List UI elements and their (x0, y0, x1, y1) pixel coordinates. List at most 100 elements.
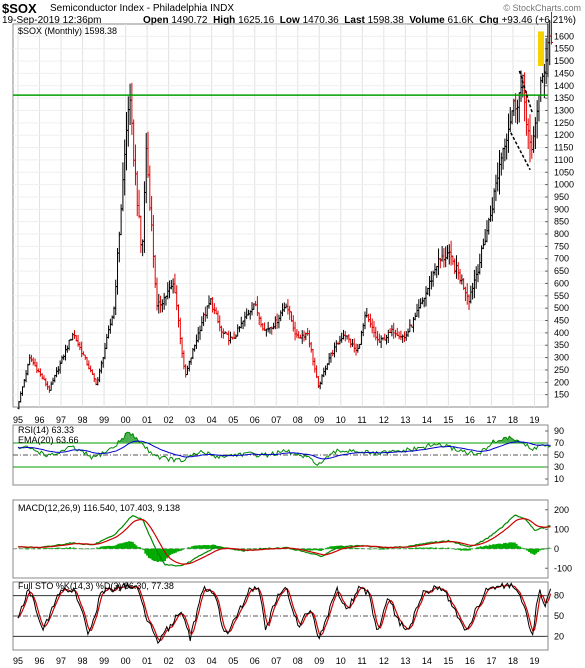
sto-x-tick-label: 01 (142, 656, 152, 666)
price-y-tick-label: 1250 (554, 118, 574, 128)
sto-x-tick-label: 11 (357, 656, 366, 666)
sto-x-tick-label: 99 (99, 656, 109, 666)
price-y-tick-label: 750 (554, 241, 569, 251)
sto-x-tick-label: 05 (228, 656, 238, 666)
price-y-tick-label: 1550 (554, 44, 574, 54)
sto-x-tick-label: 03 (185, 656, 195, 666)
sto-y-tick-label: 80 (554, 591, 564, 601)
sto-x-tick-label: 16 (465, 656, 475, 666)
index-name: Semiconductor Index - Philadelphia INDX (50, 3, 234, 14)
rsi-line (17, 431, 551, 466)
sto-x-tick-label: 18 (508, 656, 518, 666)
quote-bar: Open 1490.72 High 1625.16 Low 1470.36 La… (143, 15, 576, 26)
macd-y-tick-label: 0 (554, 544, 559, 554)
price-y-tick-label: 1350 (554, 93, 574, 103)
price-y-tick-label: 1450 (554, 68, 574, 78)
volume-value: 61.6K (447, 15, 474, 26)
rsi-y-tick-label: 30 (554, 462, 564, 472)
price-x-tick-label: 14 (422, 415, 432, 425)
price-y-tick-label: 1150 (554, 143, 573, 153)
macd-y-tick-label: 200 (554, 505, 569, 515)
sto-x-tick-label: 09 (314, 656, 324, 666)
price-y-tick-label: 300 (554, 353, 569, 363)
chg-label: Chg (479, 15, 499, 26)
price-x-tick-label: 15 (443, 415, 453, 425)
price-y-tick-label: 200 (554, 377, 569, 387)
price-x-tick-label: 13 (400, 415, 410, 425)
price-x-tick-label: 18 (508, 415, 518, 425)
macd-y-tick-label: 100 (554, 524, 569, 534)
price-y-tick-label: 900 (554, 204, 569, 214)
price-y-tick-label: 500 (554, 303, 569, 313)
price-x-tick-label: 07 (271, 415, 281, 425)
price-x-tick-label: 04 (207, 415, 217, 425)
sto-x-tick-label: 06 (250, 656, 260, 666)
price-y-tick-label: 650 (554, 266, 569, 276)
price-x-tick-label: 11 (357, 415, 366, 425)
price-y-tick-label: 550 (554, 291, 569, 301)
price-y-tick-label: 450 (554, 316, 569, 326)
price-x-tick-label: 96 (35, 415, 45, 425)
sto-x-tick-label: 00 (121, 656, 131, 666)
wedge-upper-line (518, 70, 534, 114)
price-x-tick-label: 19 (529, 415, 539, 425)
rsi-y-tick-label: 50 (554, 450, 564, 460)
sto-x-tick-label: 17 (486, 656, 496, 666)
high-label: High (213, 15, 236, 26)
price-x-tick-label: 03 (185, 415, 195, 425)
price-y-tick-label: 250 (554, 365, 569, 375)
sto-y-tick-label: 50 (554, 611, 564, 621)
rsi-y-tick-label: 10 (554, 474, 564, 484)
sto-x-tick-label: 96 (35, 656, 45, 666)
price-x-tick-label: 99 (99, 415, 109, 425)
sto-x-tick-label: 04 (207, 656, 217, 666)
chg-value: +93.46 (+6.21%) (501, 15, 576, 26)
ema-line (17, 440, 551, 460)
last-label: Last (344, 15, 365, 26)
quote-date: 19-Sep-2019 12:36pm (2, 15, 102, 26)
sto-x-tick-label: 98 (78, 656, 88, 666)
price-y-tick-label: 700 (554, 254, 569, 264)
wedge-lower-line (510, 132, 531, 171)
sto-d-line (17, 584, 552, 642)
last-value: 1598.38 (367, 15, 404, 26)
rsi-legend: RSI(14) 63.33 (18, 425, 74, 435)
macd-panel (12, 499, 549, 579)
price-x-tick-label: 06 (250, 415, 260, 425)
price-x-tick-label: 05 (228, 415, 238, 425)
price-x-tick-label: 08 (293, 415, 303, 425)
price-x-tick-label: 01 (142, 415, 152, 425)
stockcharts-watermark: © StockCharts.com (503, 3, 581, 13)
macd-legend: MACD(12,26,9) 116.540, 107.403, 9.138 (18, 503, 180, 513)
price-y-tick-label: 850 (554, 217, 569, 227)
price-legend: $SOX (Monthly) 1598.38 (18, 26, 117, 36)
price-x-tick-label: 10 (336, 415, 346, 425)
price-x-tick-label: 17 (486, 415, 496, 425)
macd-signal-line (18, 518, 551, 565)
low-label: Low (279, 15, 300, 26)
sto-x-tick-label: 02 (164, 656, 174, 666)
sto-x-tick-label: 13 (400, 656, 410, 666)
price-x-tick-label: 98 (78, 415, 88, 425)
volume-label: Volume (409, 15, 445, 26)
price-y-tick-label: 1100 (554, 155, 573, 165)
price-y-tick-label: 1600 (554, 31, 574, 41)
price-x-tick-label: 09 (314, 415, 324, 425)
macd-y-tick-label: -100 (554, 563, 572, 573)
sto-y-tick-label: 20 (554, 631, 564, 641)
price-y-tick-label: 950 (554, 192, 569, 202)
sto-x-tick-label: 19 (529, 656, 539, 666)
price-x-tick-label: 16 (465, 415, 475, 425)
sto-x-tick-label: 07 (271, 656, 281, 666)
price-y-tick-label: 400 (554, 328, 569, 338)
high-value: 1625.16 (238, 15, 275, 26)
price-y-tick-label: 1500 (554, 56, 574, 66)
symbol-title: $SOX (2, 1, 37, 16)
open-value: 1490.72 (171, 15, 208, 26)
last-bar-highlight (538, 31, 544, 67)
sto-x-tick-label: 14 (422, 656, 432, 666)
sto-k-line (17, 582, 552, 645)
sto-legend: Full STO %K(14,3) %D(3) 86.30, 77.38 (18, 581, 174, 591)
sto-x-tick-label: 97 (56, 656, 66, 666)
